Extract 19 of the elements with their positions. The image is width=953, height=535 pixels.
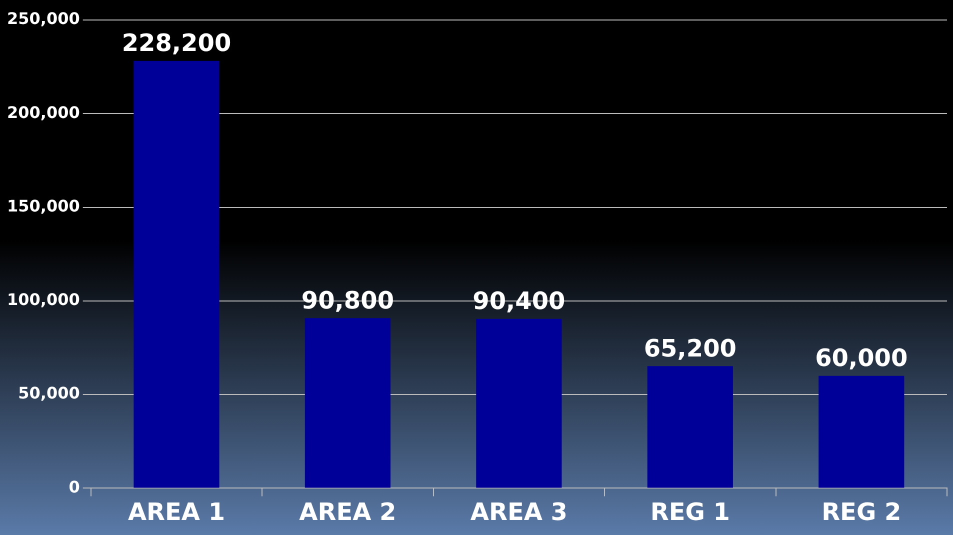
data-label: 60,000 — [815, 344, 908, 372]
y-tick-label: 100,000 — [7, 290, 80, 310]
y-tick-label: 250,000 — [7, 9, 80, 28]
bar — [476, 318, 562, 488]
y-tick-label: 200,000 — [7, 102, 80, 122]
y-tick-label: 150,000 — [7, 196, 80, 216]
data-label: 228,200 — [122, 29, 232, 58]
bar — [647, 366, 733, 488]
bar — [134, 60, 220, 488]
x-tick-label: REG 1 — [650, 498, 730, 526]
x-tick-label: AREA 3 — [470, 498, 568, 526]
y-tick-label: 0 — [68, 477, 80, 496]
x-tick-label: AREA 1 — [128, 498, 226, 526]
data-label: 65,200 — [644, 334, 736, 362]
bar — [304, 318, 391, 488]
x-tick-label: AREA 2 — [299, 498, 396, 526]
bar — [818, 376, 904, 488]
y-tick-label: 50,000 — [18, 384, 80, 403]
x-tick-label: REG 2 — [822, 498, 902, 526]
